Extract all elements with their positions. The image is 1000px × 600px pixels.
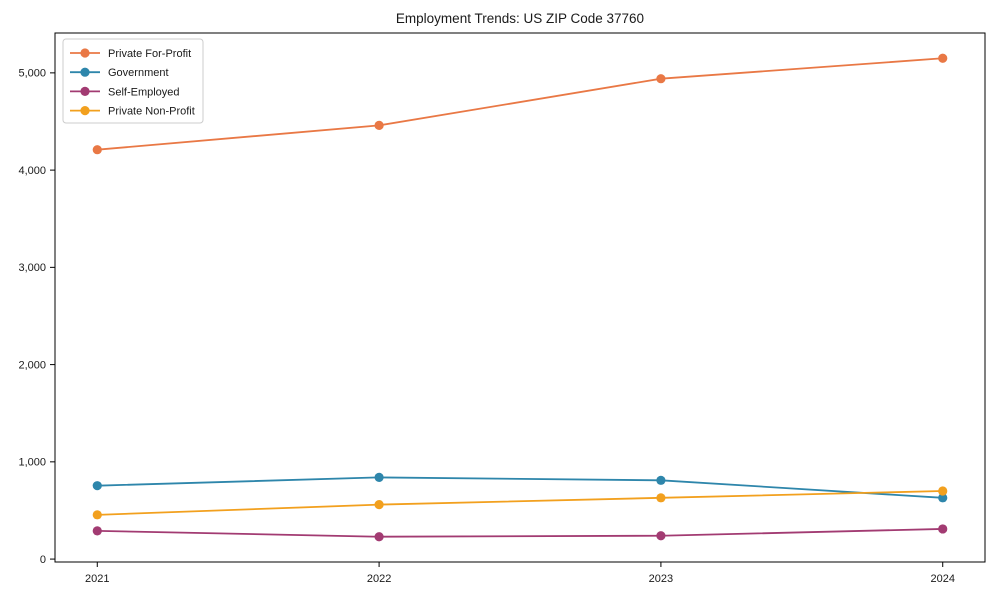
legend-item-private-for-profit: Private For-Profit [70, 48, 191, 60]
legend-swatch-marker [80, 106, 90, 116]
x-tick-label-2023: 2023 [649, 573, 673, 585]
series-line-private-non-profit [97, 490, 943, 516]
x-tick-label-2021: 2021 [85, 573, 109, 585]
series-marker-private-for-profit-2021 [92, 145, 102, 155]
legend: Private For-Profit Government Self-Employe… [62, 38, 204, 124]
series-marker-private-for-profit-2024 [938, 53, 948, 63]
series-line-self-employed [97, 528, 943, 538]
y-tick-label: 4,000 [18, 165, 46, 177]
series-layer [92, 53, 948, 542]
series-marker-private-non-profit-2024 [938, 486, 948, 496]
x-tick-label-2024: 2024 [930, 573, 954, 585]
legend-label: Government [108, 67, 169, 79]
series-marker-private-for-profit-2022 [374, 120, 384, 130]
series-marker-government-2024 [938, 493, 948, 503]
series-line-government [97, 476, 943, 499]
y-tick-label: 1,000 [18, 457, 46, 469]
series-marker-private-non-profit-2021 [92, 510, 102, 520]
axes-layer: 0 1,000 2,000 3,000 4,000 5,000 2021 2022 2023 20… [18, 32, 986, 585]
series-marker-government-2021 [92, 481, 102, 491]
series-marker-government-2023 [656, 475, 666, 485]
chart-title: Employment Trends: US ZIP Code 37760 [396, 11, 644, 26]
series-marker-self-employed-2024 [938, 524, 948, 534]
legend-item-government: Government [70, 67, 169, 79]
legend-item-self-employed: Self-Employed [70, 86, 180, 98]
legend-swatch-marker [80, 86, 90, 96]
legend-swatch-marker [80, 48, 90, 58]
series-marker-government-2022 [374, 472, 384, 482]
plot-border [54, 32, 986, 563]
legend-label: Private For-Profit [108, 48, 191, 60]
legend-box [62, 38, 204, 124]
legend-label: Private Non-Profit [108, 106, 195, 118]
y-tick-label: 3,000 [18, 262, 46, 274]
y-tick-label: 0 [40, 554, 46, 566]
series-marker-self-employed-2021 [92, 526, 102, 536]
series-marker-self-employed-2023 [656, 531, 666, 541]
legend-label: Self-Employed [108, 86, 180, 98]
series-marker-private-for-profit-2023 [656, 74, 666, 84]
legend-swatch-marker [80, 67, 90, 77]
y-tick-label: 5,000 [18, 68, 46, 80]
y-tick-label: 2,000 [18, 359, 46, 371]
series-marker-private-non-profit-2023 [656, 493, 666, 503]
series-marker-self-employed-2022 [374, 532, 384, 542]
legend-item-private-non-profit: Private Non-Profit [70, 106, 195, 118]
series-marker-private-non-profit-2022 [374, 500, 384, 510]
x-tick-label-2022: 2022 [367, 573, 391, 585]
series-line-private-for-profit [97, 57, 943, 151]
